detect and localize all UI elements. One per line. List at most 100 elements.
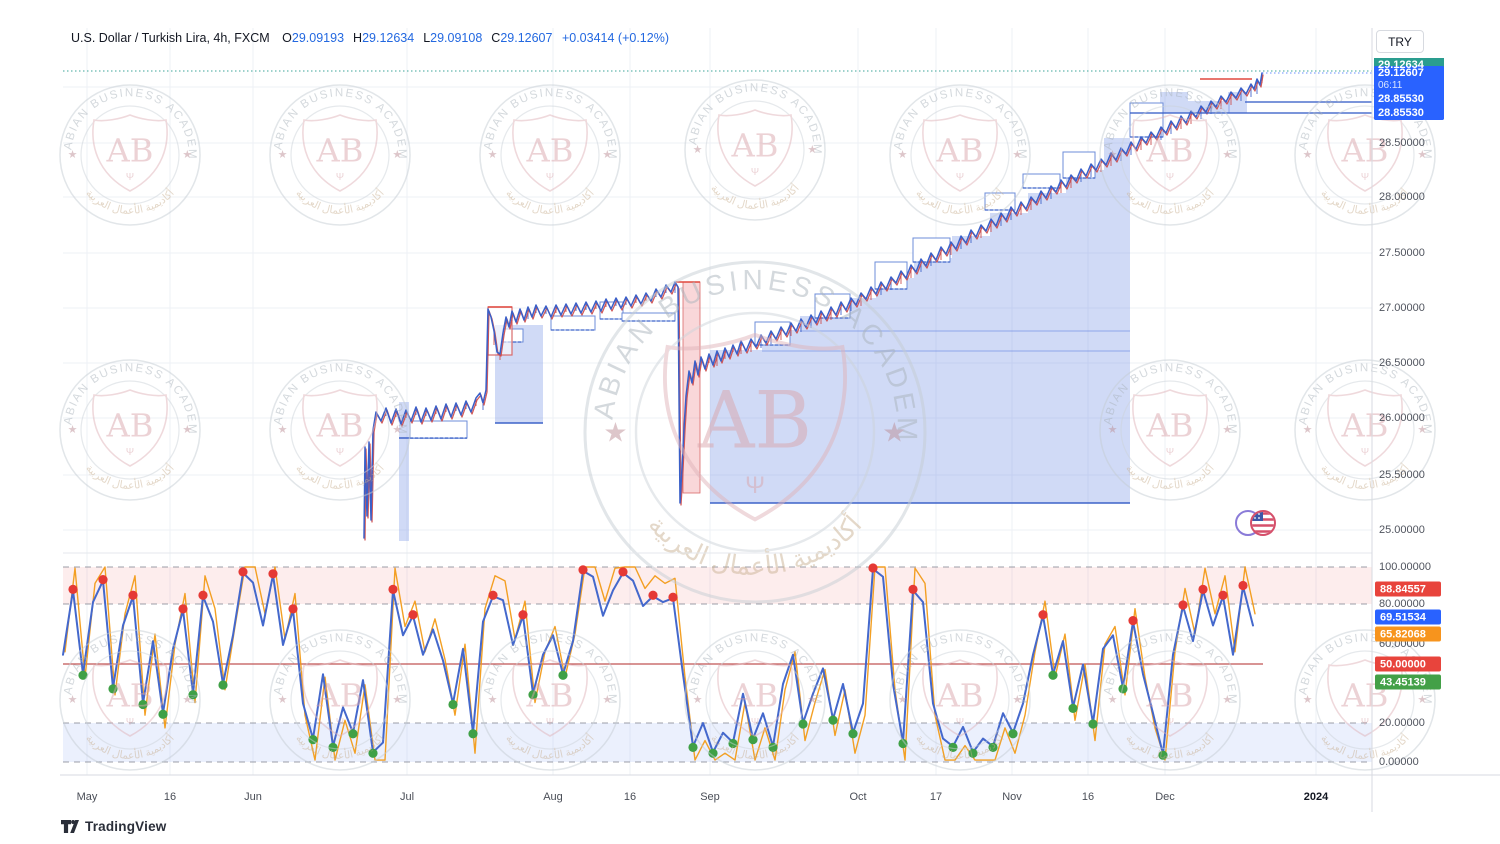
svg-text:Ψ: Ψ [1361,447,1369,458]
ohlc-l: L29.09108 [423,31,483,45]
svg-text:★: ★ [488,149,498,161]
price-label-stack: 29.12634 29.12607 06:11 28.85530 28.8553… [1374,58,1444,120]
svg-text:AB: AB [936,131,984,169]
ohlc-o: O29.09193 [282,31,345,45]
svg-text:Ψ: Ψ [126,447,134,458]
svg-text:AB: AB [1341,406,1389,444]
symbol-title[interactable]: U.S. Dollar / Turkish Lira, 4h, FXCM [71,31,270,45]
oscillator-value-badge: 43.45139 [1375,674,1441,690]
svg-text:AB: AB [106,406,154,444]
svg-text:★: ★ [1303,424,1313,436]
price-axis-tick: 25.00000 [1379,524,1425,536]
svg-text:AB: AB [526,676,574,714]
svg-text:★: ★ [807,694,817,706]
price-axis-tick: 28.50000 [1379,137,1425,149]
svg-text:★: ★ [392,424,402,436]
svg-text:Ψ: Ψ [126,172,134,183]
ohlc-h: H29.12634 [353,31,415,45]
tradingview-logo-text: TradingView [85,819,167,834]
svg-text:★: ★ [278,149,288,161]
svg-text:★: ★ [68,694,78,706]
svg-text:Ψ: Ψ [1166,172,1174,183]
svg-text:★: ★ [1303,694,1313,706]
svg-text:★: ★ [807,144,817,156]
svg-text:★: ★ [68,424,78,436]
svg-text:★: ★ [882,417,906,448]
price-axis-tick: 27.50000 [1379,247,1425,259]
svg-text:AB: AB [526,131,574,169]
svg-text:★: ★ [68,149,78,161]
chart-legend-row: U.S. Dollar / Turkish Lira, 4h, FXCM O29… [71,31,669,45]
oscillator-axis-tick: 80.00000 [1379,598,1425,610]
svg-text:★: ★ [1222,424,1232,436]
svg-text:★: ★ [1417,424,1427,436]
time-axis-label: 17 [929,791,943,803]
svg-text:Ψ: Ψ [956,717,964,728]
svg-text:Ψ: Ψ [1166,717,1174,728]
svg-text:★: ★ [392,149,402,161]
time-axis-label: Dec [1155,791,1175,803]
svg-text:★: ★ [1108,424,1118,436]
svg-text:Ψ: Ψ [1361,717,1369,728]
oscillator-value-badge: 69.51534 [1375,609,1441,625]
svg-text:★: ★ [392,694,402,706]
svg-text:★: ★ [1012,694,1022,706]
time-axis-label: Jul [399,791,415,803]
svg-text:Ψ: Ψ [336,172,344,183]
oscillator-value-badge: 88.84557 [1375,581,1441,597]
oscillator-series [62,563,1372,763]
zone-boxes [399,92,1247,541]
alert-price-label: 28.85530 [1374,92,1444,106]
svg-text:Ψ: Ψ [745,472,765,499]
ohlc-values: O29.09193 H29.12634 L29.09108 C29.12607 [273,31,552,45]
tradingview-logo-icon [61,820,79,833]
svg-text:Ψ: Ψ [1361,172,1369,183]
pane-borders [60,28,1500,812]
svg-text:Ψ: Ψ [956,172,964,183]
svg-text:★: ★ [693,694,703,706]
svg-text:Ψ: Ψ [751,167,759,178]
svg-text:★: ★ [1303,149,1313,161]
bar-countdown: 06:11 [1374,80,1444,92]
oscillator-axis-tick: 0.00000 [1379,756,1419,768]
pair-flags-icon [1235,510,1276,536]
time-axis-label: May [76,791,98,803]
change-value: +0.03414 (+0.12%) [561,31,669,45]
svg-text:Ψ: Ψ [336,447,344,458]
svg-text:★: ★ [1108,149,1118,161]
price-axis-tick: 26.50000 [1379,357,1425,369]
currency-toggle-button[interactable]: TRY [1376,30,1424,53]
ohlc-c: C29.12607 [491,31,553,45]
svg-text:★: ★ [898,694,908,706]
svg-text:★: ★ [693,144,703,156]
svg-text:Ψ: Ψ [546,717,554,728]
oscillator-value-badge: 65.82068 [1375,626,1441,642]
tradingview-attribution[interactable]: TradingView [60,818,166,835]
time-axis-label: 2024 [1303,791,1329,803]
svg-text:★: ★ [278,694,288,706]
price-axis-tick: 27.00000 [1379,302,1425,314]
time-axis-label: Nov [1002,791,1022,803]
svg-text:AB: AB [1341,131,1389,169]
oscillator-value-badge: 50.00000 [1375,656,1441,672]
time-axis-label: Sep [700,791,720,803]
time-axis-label: 16 [163,791,177,803]
svg-text:★: ★ [603,417,627,448]
svg-text:★: ★ [1222,694,1232,706]
oscillator-axis-tick: 20.00000 [1379,717,1425,729]
